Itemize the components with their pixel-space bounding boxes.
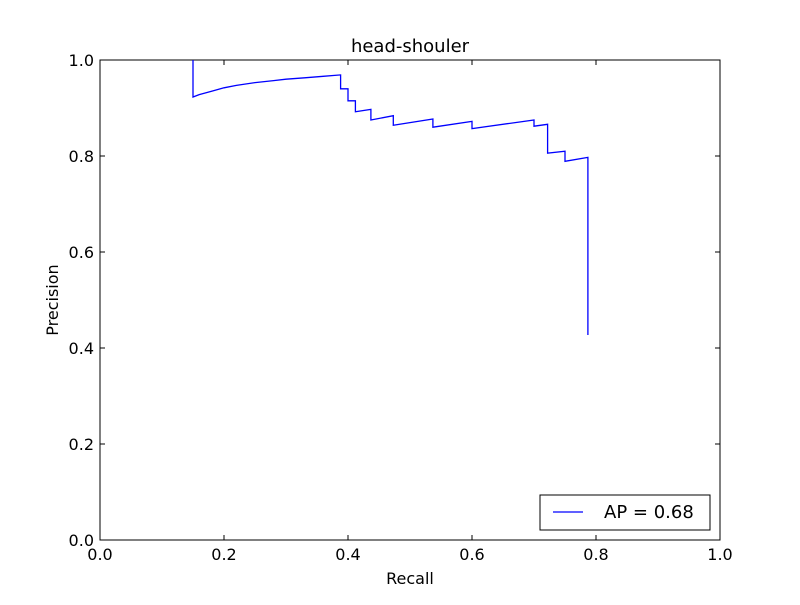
x-tick-label: 0.6 bbox=[459, 545, 484, 564]
plot-frame bbox=[99, 59, 721, 541]
y-axis-label: Precision bbox=[43, 264, 62, 335]
series-line-0 bbox=[192, 60, 589, 335]
y-tick-label: 0.6 bbox=[69, 243, 94, 262]
x-tick-label: 0.2 bbox=[211, 545, 236, 564]
y-tick-label: 0.0 bbox=[69, 531, 94, 550]
x-tick-label: 0.4 bbox=[335, 545, 360, 564]
legend: AP = 0.68 bbox=[539, 494, 711, 531]
y-tick-label: 0.4 bbox=[69, 339, 94, 358]
chart-title: head-shouler bbox=[351, 36, 470, 57]
y-tick-label: 1.0 bbox=[69, 51, 94, 70]
plot-area bbox=[99, 59, 721, 541]
x-tick-label: 1.0 bbox=[707, 545, 732, 564]
axis-ticks: 0.0 0.2 0.4 0.6 0.8 1.0 0.0 0.2 0.4 0.6 0.8 1.0 bbox=[69, 51, 733, 564]
y-tick-label: 0.2 bbox=[69, 435, 94, 454]
legend-label: AP = 0.68 bbox=[604, 502, 694, 523]
x-axis-label: Recall bbox=[386, 569, 434, 588]
x-tick-label: 0.8 bbox=[583, 545, 608, 564]
x-tick-label: 0.0 bbox=[87, 545, 112, 564]
y-tick-label: 0.8 bbox=[69, 147, 94, 166]
